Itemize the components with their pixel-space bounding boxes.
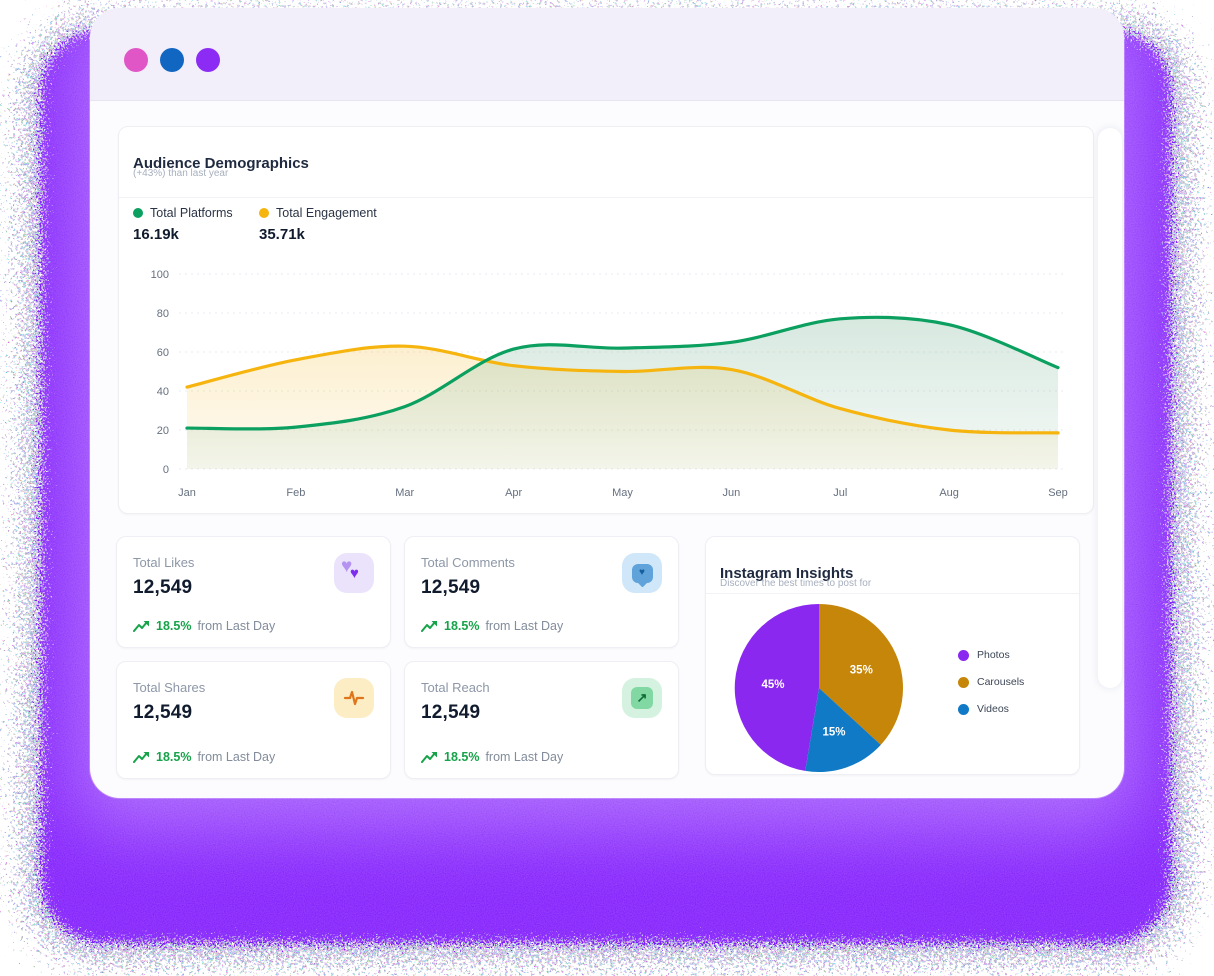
stat-value: 12,549 [133, 577, 193, 598]
trending-up-icon [421, 751, 437, 763]
card-subtitle: Discover the best times to post for [720, 578, 872, 589]
trend: 18.5% from Last Day [133, 619, 275, 633]
trending-up-icon [421, 620, 437, 632]
svg-text:0: 0 [163, 464, 169, 476]
window-control-blue-icon[interactable] [160, 48, 184, 72]
stat-value: 12,549 [421, 577, 481, 598]
trending-up-icon [133, 620, 149, 632]
stat-label: Total Reach [421, 680, 490, 695]
legend-total-platforms: Total Platforms 16.19k [133, 206, 233, 243]
trend-percent: 18.5% [156, 750, 192, 764]
trend-percent: 18.5% [444, 619, 480, 633]
svg-text:80: 80 [157, 308, 169, 320]
trend: 18.5% from Last Day [133, 750, 275, 764]
total-reach-card: Total Reach 12,549 ↗ 18.5% from Last Day [404, 661, 679, 779]
card-title: Instagram Insights [720, 565, 854, 583]
divider [706, 593, 1079, 594]
legend-value: 16.19k [133, 226, 179, 243]
pie-legend: Photos Carousels Videos [958, 649, 1024, 730]
svg-text:Jan: Jan [178, 487, 196, 499]
svg-text:Jul: Jul [833, 487, 847, 499]
stat-label: Total Comments [421, 555, 515, 570]
svg-text:May: May [612, 487, 633, 499]
titlebar [90, 8, 1124, 101]
window-control-purple-icon[interactable] [196, 48, 220, 72]
legend-label: Total Platforms [150, 206, 233, 220]
pie-slice-videos [805, 688, 881, 773]
trend-percent: 18.5% [444, 750, 480, 764]
hearts-icon: ♥ ♥ [334, 553, 374, 593]
total-likes-card: Total Likes 12,549 ♥ ♥ 18.5% from Last Da… [116, 536, 391, 648]
pie-slice-carousels [819, 604, 904, 745]
svg-text:100: 100 [151, 269, 169, 281]
legend-item-carousels: Carousels [958, 676, 1024, 688]
trend: 18.5% from Last Day [421, 619, 563, 633]
svg-text:45%: 45% [761, 679, 784, 691]
activity-pulse-icon [334, 678, 374, 718]
stat-label: Total Likes [133, 555, 195, 570]
trend-text: from Last Day [197, 619, 276, 633]
legend-label: Total Engagement [276, 206, 377, 220]
trend-percent: 18.5% [156, 619, 192, 633]
legend-label: Carousels [977, 676, 1025, 688]
instagram-insights-card: Instagram Insights Discover the best tim… [705, 536, 1080, 775]
pie-chart: 35% 15% 45% [734, 603, 904, 773]
svg-text:Aug: Aug [939, 487, 959, 499]
trending-up-icon [133, 751, 149, 763]
legend-dot-green-icon [133, 208, 143, 218]
total-comments-card: Total Comments 12,549 ♥ 18.5% from Last … [404, 536, 679, 648]
legend-total-engagement: Total Engagement 35.71k [259, 206, 377, 243]
legend-value: 35.71k [259, 226, 305, 243]
stat-label: Total Shares [133, 680, 206, 695]
stat-value: 12,549 [421, 702, 481, 723]
total-shares-card: Total Shares 12,549 18.5% from Last Day [116, 661, 391, 779]
scrollbar[interactable] [1098, 128, 1122, 688]
trend-text: from Last Day [485, 619, 564, 633]
stat-value: 12,549 [133, 702, 193, 723]
card-title: Audience Demographics [133, 155, 309, 173]
app-window: Audience Demographics (+43%) than last y… [90, 8, 1124, 798]
audience-demographics-card: Audience Demographics (+43%) than last y… [118, 126, 1094, 514]
comment-heart-icon: ♥ [622, 553, 662, 593]
divider [119, 197, 1093, 198]
arrow-up-right-icon: ↗ [622, 678, 662, 718]
legend-dot-orange-icon [958, 676, 969, 688]
trend: 18.5% from Last Day [421, 750, 563, 764]
svg-text:60: 60 [157, 347, 169, 359]
svg-text:Jun: Jun [723, 487, 741, 499]
pie-slice-photos [734, 603, 819, 771]
svg-text:Sep: Sep [1048, 487, 1068, 499]
legend-dot-purple-icon [958, 649, 969, 661]
legend-label: Photos [977, 649, 1010, 661]
svg-text:35%: 35% [850, 664, 873, 676]
legend-dot-blue-icon [958, 703, 969, 715]
svg-text:40: 40 [157, 386, 169, 398]
svg-text:Mar: Mar [395, 487, 414, 499]
card-subtitle: (+43%) than last year [133, 168, 229, 179]
area-chart: 0 20 40 60 80 100 Jan Feb Mar Apr May Jun Jul Aug Sep [151, 269, 1068, 499]
legend-item-photos: Photos [958, 649, 1024, 661]
svg-text:20: 20 [157, 425, 169, 437]
trend-text: from Last Day [485, 750, 564, 764]
svg-text:Apr: Apr [505, 487, 522, 499]
svg-text:15%: 15% [822, 727, 845, 739]
window-control-pink-icon[interactable] [124, 48, 148, 72]
legend-label: Videos [977, 703, 1009, 715]
svg-text:Feb: Feb [286, 487, 305, 499]
trend-text: from Last Day [197, 750, 276, 764]
legend-item-videos: Videos [958, 703, 1024, 715]
legend-dot-yellow-icon [259, 208, 269, 218]
